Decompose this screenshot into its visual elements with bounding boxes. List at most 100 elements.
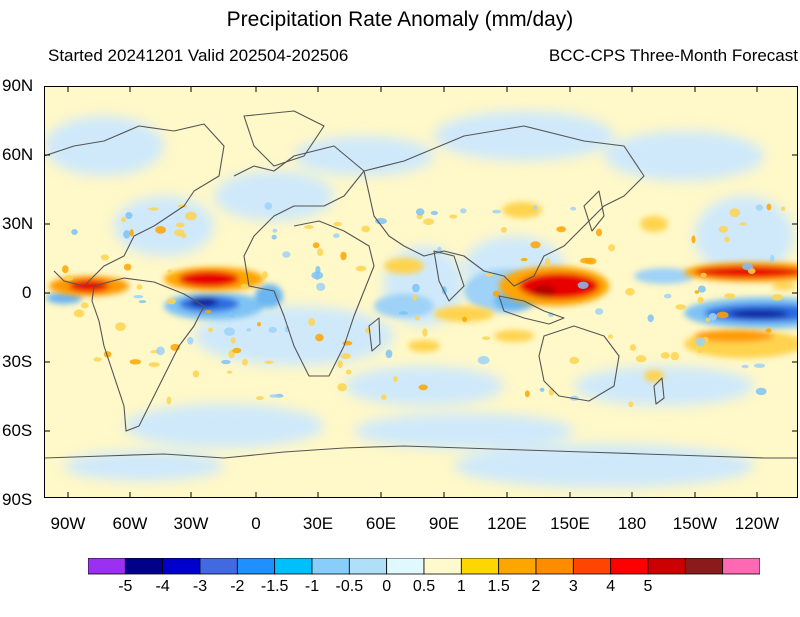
colorbar-swatch xyxy=(386,558,425,575)
anomaly-speckle xyxy=(62,265,69,274)
anomaly-speckle xyxy=(133,295,144,299)
anomaly-speckle xyxy=(240,300,245,305)
colorbar-label: 5 xyxy=(643,578,653,595)
forecast-validity: Started 20241201 Valid 202504-202506 xyxy=(48,46,349,65)
anomaly-speckle xyxy=(221,359,231,365)
indonesia-coast xyxy=(498,295,565,325)
anomaly-speckle xyxy=(412,294,417,302)
anomaly-speckle xyxy=(272,228,278,233)
anomaly-speckle xyxy=(167,269,173,275)
colorbar-swatch xyxy=(647,558,686,575)
light-negative-anomaly-fields xyxy=(44,111,794,488)
colorbar-label: 1 xyxy=(456,578,466,595)
anomaly-speckle xyxy=(660,352,671,359)
anomaly-speckle xyxy=(556,226,567,233)
india-coast xyxy=(433,250,465,302)
anomaly-speckle xyxy=(312,242,320,249)
anomaly-speckle xyxy=(393,376,398,383)
anomaly-speckle xyxy=(607,334,613,339)
colorbar-swatch xyxy=(572,558,612,575)
anomaly-speckle xyxy=(81,302,89,309)
anomaly-speckle xyxy=(694,290,700,294)
anomaly-speckle xyxy=(304,225,314,229)
anomaly-speckle xyxy=(138,300,147,304)
anomaly-speckle xyxy=(100,254,109,261)
anomaly-speckle xyxy=(608,244,615,252)
anomaly-speckle xyxy=(228,313,235,318)
anomaly-speckle xyxy=(545,257,551,267)
colorbar-swatch xyxy=(274,558,313,575)
anomaly-speckle xyxy=(742,263,753,271)
colorbar-swatch xyxy=(199,558,238,575)
anomaly-speckle xyxy=(311,271,324,280)
lon-label: 90E xyxy=(428,514,460,533)
anomaly-speckle xyxy=(256,396,264,401)
anomaly-speckle xyxy=(155,226,166,234)
anomaly-speckle xyxy=(628,401,634,408)
anomaly-speckle xyxy=(580,257,593,264)
anomaly-speckle xyxy=(766,203,772,211)
anomaly-speckle xyxy=(705,317,711,322)
anomaly-speckle xyxy=(414,316,420,321)
lat-label-60n: 60N xyxy=(2,145,34,164)
colorbar-swatch xyxy=(348,558,388,575)
anomaly-speckle xyxy=(232,347,242,354)
anomaly-speckle xyxy=(753,363,766,368)
colorbar-label: 4 xyxy=(606,578,616,595)
anomaly-speckle xyxy=(635,355,647,363)
anomaly-speckle xyxy=(308,317,316,327)
lon-label: 150W xyxy=(672,514,718,533)
anomaly-speckle xyxy=(437,246,442,255)
lat-label-30s: 30S xyxy=(2,352,33,371)
lon-label: 120W xyxy=(734,514,780,533)
anomaly-speckle xyxy=(136,284,143,290)
anomaly-speckle xyxy=(670,352,680,361)
asia-coast xyxy=(363,125,645,287)
anomaly-speckle xyxy=(771,294,783,301)
anomaly-speckle xyxy=(246,328,252,332)
colorbar-label: -1 xyxy=(304,578,320,595)
positive-anomaly-bands xyxy=(49,202,798,382)
colorbar-swatch xyxy=(460,558,500,575)
anomaly-speckle xyxy=(460,208,467,214)
anomaly-speckle xyxy=(361,225,371,233)
colorbar-swatch xyxy=(684,558,724,575)
anomaly-speckle xyxy=(423,218,435,225)
antarctica-coast xyxy=(44,445,798,459)
anomaly-speckle xyxy=(316,248,324,256)
anomaly-speckle xyxy=(755,387,767,396)
colorbar-label: -4 xyxy=(155,578,170,595)
anomaly-speckle xyxy=(595,308,604,315)
anomaly-speckle xyxy=(226,370,233,374)
colorbar-swatch xyxy=(498,558,537,575)
colorbar-swatch xyxy=(311,558,350,575)
anomaly-speckle xyxy=(156,346,165,356)
anomaly-speckle xyxy=(148,207,159,211)
anomaly-speckle xyxy=(340,353,351,360)
anomaly-speckle xyxy=(697,296,704,304)
anomaly-speckle xyxy=(774,334,780,342)
lat-label-60s: 60S xyxy=(2,421,33,440)
anomaly-speckle xyxy=(569,356,580,364)
anomaly-speckle xyxy=(73,309,85,318)
anomaly-speckle xyxy=(422,328,428,337)
anomaly-speckle xyxy=(129,229,134,237)
anomaly-speckle xyxy=(477,356,490,365)
anomaly-speckle xyxy=(675,304,686,310)
anomaly-speckle xyxy=(123,263,132,271)
anomaly-speckle xyxy=(64,275,74,281)
anomaly-speckle xyxy=(415,208,425,216)
anomaly-speckle xyxy=(381,394,387,400)
precipitation-anomaly-map xyxy=(44,86,798,498)
anomaly-speckle xyxy=(230,337,236,344)
anomaly-speckle xyxy=(697,285,706,293)
madagascar-coast xyxy=(368,317,381,352)
anomaly-speckle xyxy=(271,234,277,240)
anomaly-speckle xyxy=(663,293,672,299)
anomaly-speckle xyxy=(340,251,347,261)
anomaly-speckle xyxy=(398,311,409,315)
anomaly-speckle xyxy=(242,359,248,366)
south-america-coast xyxy=(91,277,205,432)
colorbar-swatch xyxy=(722,558,760,575)
anomaly-speckle xyxy=(533,205,538,210)
